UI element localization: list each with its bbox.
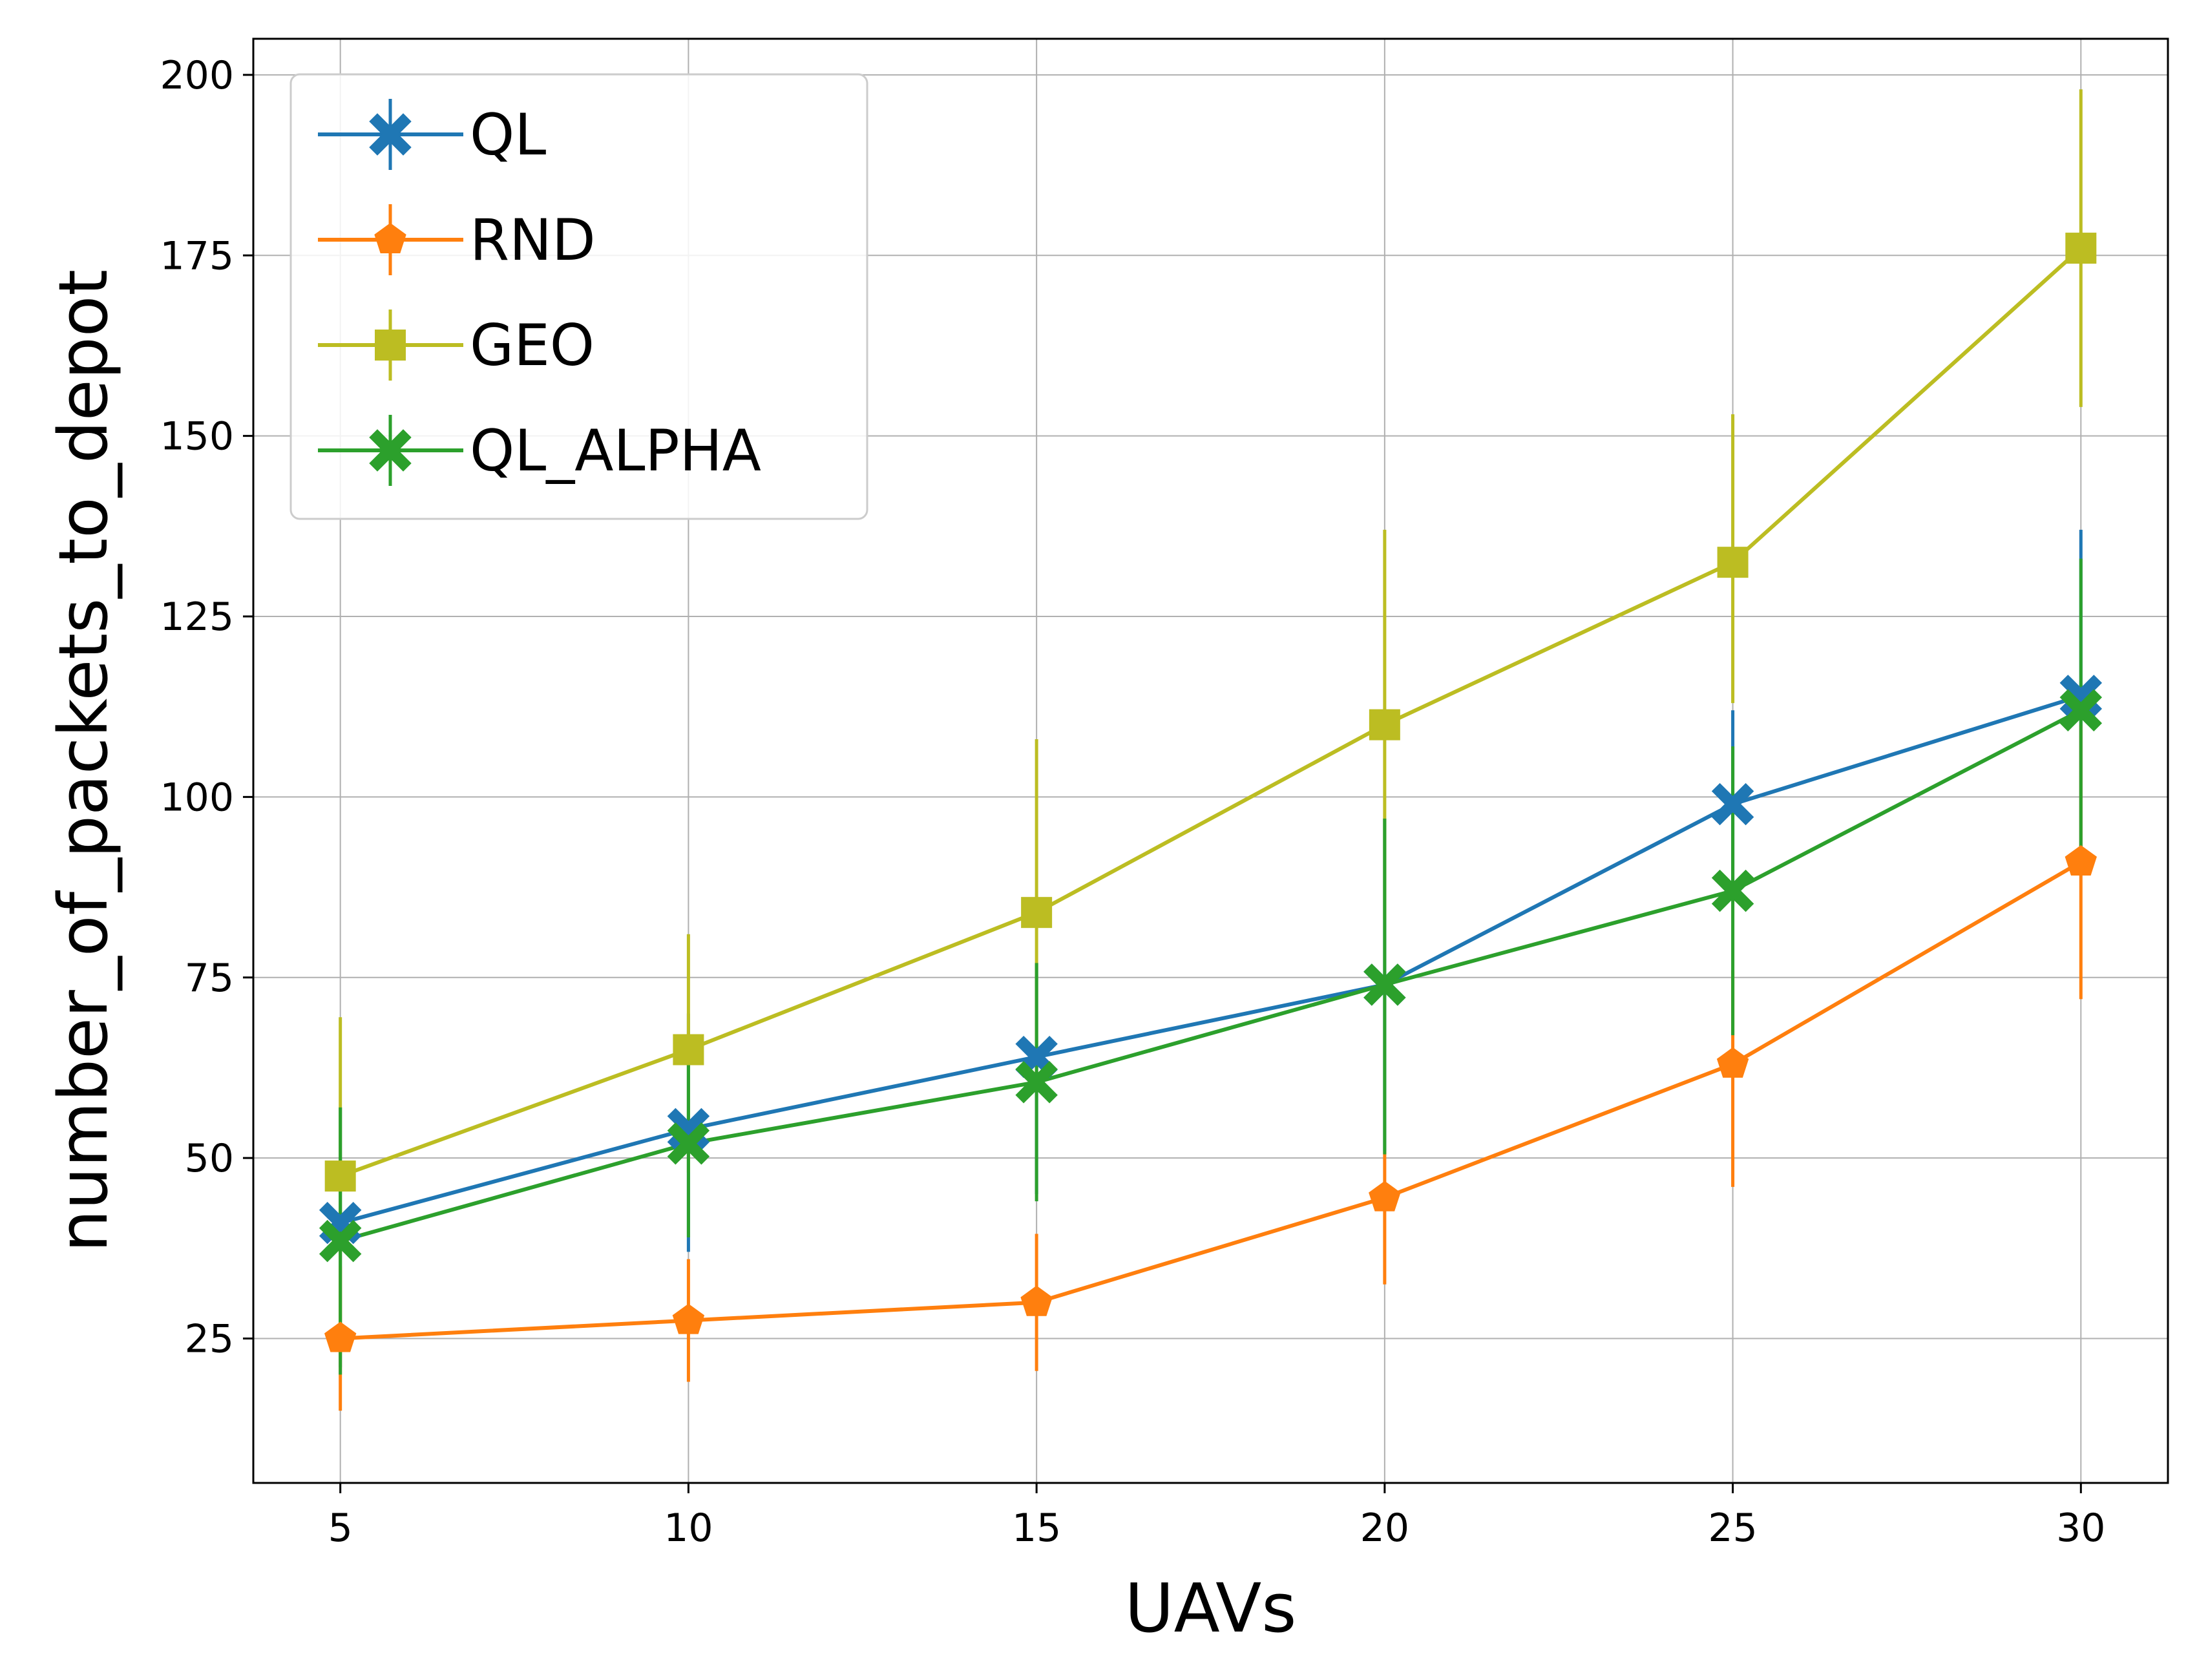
x-tick-label: 5	[328, 1506, 353, 1551]
legend-marker-geo	[375, 330, 406, 361]
data-point-ql-alpha	[319, 1219, 362, 1263]
data-point-geo	[673, 1034, 704, 1066]
data-point-ql-alpha	[1015, 1061, 1058, 1104]
legend-label-ql: QL	[470, 101, 546, 168]
y-tick-label: 75	[185, 956, 234, 1001]
y-axis-ticks: 25 50 75 100 125 150 175 200	[160, 53, 253, 1362]
legend-label-geo: GEO	[470, 312, 594, 379]
y-axis-title: number_of_packets_to_depot	[44, 269, 123, 1252]
legend-marker-ql-alpha	[369, 429, 412, 472]
series-line-ql-alpha	[339, 708, 2082, 1243]
legend-marker-rnd	[374, 223, 406, 253]
x-axis-ticks: 5 10 15 20 25 30	[328, 1483, 2105, 1551]
data-point-ql-alpha	[2059, 689, 2103, 732]
x-tick-label: 30	[2056, 1506, 2105, 1551]
y-tick-label: 50	[185, 1136, 234, 1181]
x-axis-title: UAVs	[1125, 1569, 1297, 1648]
x-tick-label: 10	[664, 1506, 713, 1551]
legend-marker-ql	[369, 113, 412, 156]
y-tick-label: 150	[160, 414, 234, 459]
series-markers	[319, 233, 2103, 1352]
x-tick-label: 20	[1360, 1506, 1409, 1551]
legend-label-rnd: RND	[470, 207, 596, 273]
data-point-rnd	[1716, 1047, 1749, 1078]
data-point-ql-alpha	[1363, 963, 1406, 1006]
series-line-ql	[339, 694, 2082, 1225]
data-point-geo	[1021, 897, 1053, 929]
y-tick-label: 25	[185, 1317, 234, 1362]
series-lines	[339, 246, 2083, 1341]
legend-item-ql: QL	[318, 99, 546, 170]
data-point-ql-alpha	[1711, 869, 1754, 912]
data-point-rnd	[1020, 1285, 1053, 1316]
data-point-geo	[1369, 709, 1400, 740]
legend-item-geo: GEO	[318, 310, 594, 381]
legend: QL RND GEO QL_ALPHA	[289, 73, 868, 520]
data-point-geo	[1717, 547, 1749, 578]
x-tick-label: 25	[1708, 1506, 1757, 1551]
y-tick-label: 175	[160, 233, 234, 278]
series-line-geo	[339, 246, 2083, 1178]
y-tick-label: 125	[160, 594, 234, 640]
legend-item-ql-alpha: QL_ALPHA	[318, 415, 761, 486]
legend-box	[289, 73, 868, 520]
data-point-rnd	[672, 1303, 705, 1334]
data-point-geo	[2065, 233, 2097, 264]
data-point-ql	[1711, 782, 1754, 826]
data-point-rnd	[1369, 1181, 1401, 1212]
series-line-rnd	[340, 860, 2082, 1341]
x-tick-label: 15	[1012, 1506, 1061, 1551]
data-point-ql-alpha	[667, 1122, 710, 1165]
legend-label-ql-alpha: QL_ALPHA	[470, 417, 761, 484]
y-tick-label: 200	[160, 53, 234, 98]
data-point-rnd	[324, 1321, 357, 1352]
legend-item-rnd: RND	[318, 204, 596, 275]
plot-frame	[252, 37, 2169, 1484]
data-point-rnd	[2065, 845, 2097, 876]
data-point-geo	[324, 1160, 356, 1192]
y-tick-label: 100	[160, 775, 234, 820]
